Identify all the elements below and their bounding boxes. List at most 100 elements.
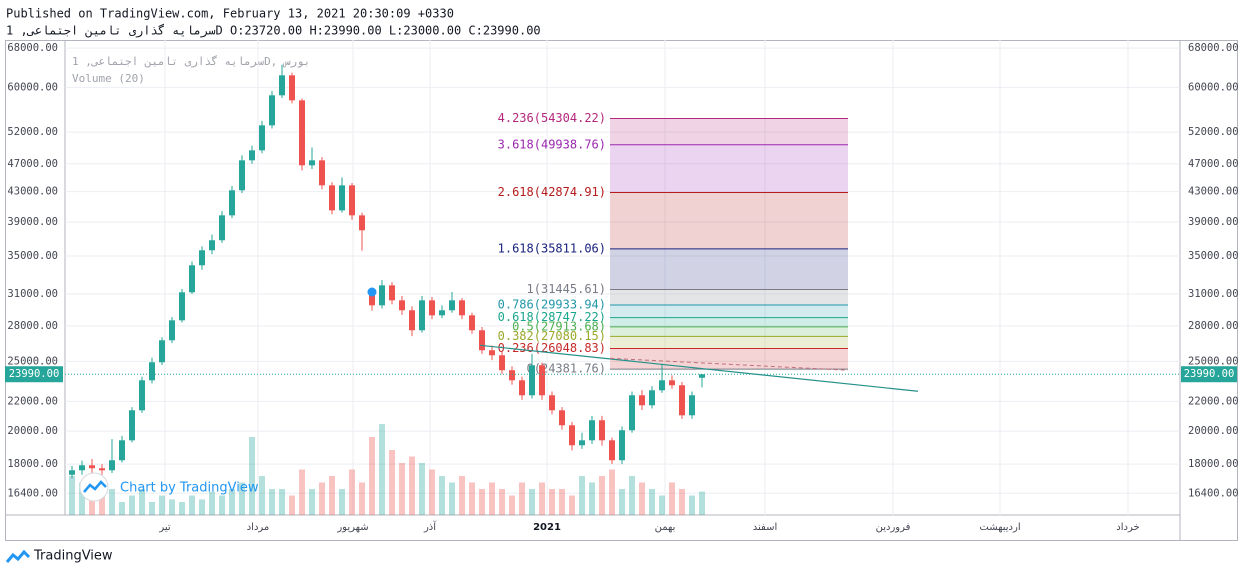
volume-bar [129, 495, 135, 515]
volume-bar [309, 489, 315, 515]
y-tick-label: 20000.00 [1188, 425, 1239, 437]
candle-body [449, 300, 455, 311]
frame [5, 40, 1238, 541]
volume-bar [159, 495, 165, 515]
y-tick-label: 35000.00 [7, 250, 58, 262]
candle-body [169, 320, 175, 341]
candle-body [599, 420, 605, 441]
fib-zone [610, 348, 848, 370]
candle-body [659, 380, 665, 391]
fib-label: 1(31445.61) [527, 282, 606, 296]
x-tick-label: بهمن [655, 522, 676, 533]
candle-body [509, 370, 515, 381]
y-tick-label: 39000.00 [1188, 216, 1239, 228]
candle-body [559, 410, 565, 426]
volume-bar [299, 469, 305, 515]
y-tick-label: 35000.00 [1188, 250, 1239, 262]
candle-body [239, 160, 245, 191]
volume-bar [199, 499, 205, 515]
volume-bar [669, 482, 675, 515]
volume-bar [409, 456, 415, 515]
candle-body [389, 285, 395, 301]
fib-zone [610, 248, 848, 290]
candle-body [379, 285, 385, 306]
fib-zone [610, 336, 848, 349]
candle-body [99, 468, 105, 471]
y-tick-label: 16400.00 [7, 487, 58, 499]
volume-bar [369, 437, 375, 515]
volume-bar [619, 489, 625, 515]
y-tick-label: 18000.00 [7, 458, 58, 470]
volume-bar [659, 495, 665, 515]
fib-zone [610, 304, 848, 318]
y-tick-label: 25000.00 [7, 355, 58, 367]
volume-bar [579, 476, 585, 515]
y-tick-label: 47000.00 [7, 158, 58, 170]
candle-body [89, 465, 95, 469]
volume-bar [429, 469, 435, 515]
candle-body [309, 160, 315, 166]
candle-body [439, 310, 445, 316]
candle-body [249, 150, 255, 161]
x-tick-label: مرداد [247, 522, 270, 533]
candle-body [419, 300, 425, 331]
volume-bar [269, 489, 275, 515]
fib-label: 0.786(29933.94) [498, 297, 606, 311]
y-tick-label: 20000.00 [7, 425, 58, 437]
fib-zone [610, 317, 848, 327]
volume-bar [119, 502, 125, 515]
candle-body [699, 374, 705, 378]
volume-bar [149, 502, 155, 515]
x-tick-label: خرداد [1116, 522, 1139, 533]
y-tick-label: 52000.00 [1188, 126, 1239, 138]
candle-body [469, 315, 475, 331]
candle-body [489, 350, 495, 356]
candle-body [679, 385, 685, 416]
y-tick-label: 22000.00 [1188, 395, 1239, 407]
y-tick-label: 60000.00 [1188, 81, 1239, 93]
dashed-line [609, 357, 849, 371]
candle-body [649, 390, 655, 406]
volume-bar [359, 482, 365, 515]
candle-body [519, 380, 525, 396]
candle-body [329, 185, 335, 211]
volume-bar [109, 489, 115, 515]
x-tick-label: شهریور [336, 522, 368, 533]
volume-bar [169, 499, 175, 515]
volume-bar [219, 495, 225, 515]
candle-body [499, 355, 505, 371]
volume-bar [389, 450, 395, 515]
candle-body [179, 292, 185, 321]
volume-bar [69, 476, 75, 515]
y-tick-label: 43000.00 [1188, 186, 1239, 198]
fib-zone [610, 289, 848, 305]
candle-body [589, 420, 595, 441]
volume-bar [479, 489, 485, 515]
volume-bar [329, 476, 335, 515]
volume-bar [349, 469, 355, 515]
fib-label: 0(24381.76) [527, 362, 606, 376]
volume-bar [259, 476, 265, 515]
fib-zone [610, 144, 848, 193]
candle-body [199, 250, 205, 266]
candle-body [319, 160, 325, 186]
candle-body [289, 75, 295, 101]
fib-label: 0.382(27080.15) [498, 329, 606, 343]
fib-label: 3.618(49938.76) [498, 137, 606, 151]
watermark-icon [83, 480, 107, 493]
watermark: Chart by TradingView [120, 481, 259, 496]
volume-label: Volume (20) [72, 72, 145, 85]
x-tick-label: تیر [158, 522, 171, 533]
candle-body [619, 430, 625, 461]
volume-bar [439, 476, 445, 515]
candle-body [229, 190, 235, 216]
volume-bar [179, 502, 185, 515]
event-marker [367, 287, 377, 297]
candle-body [269, 95, 275, 126]
volume-bar [379, 424, 385, 515]
fib-label: 1.618(35811.06) [498, 241, 606, 255]
volume-bar [699, 491, 705, 515]
volume-bar [609, 469, 615, 515]
